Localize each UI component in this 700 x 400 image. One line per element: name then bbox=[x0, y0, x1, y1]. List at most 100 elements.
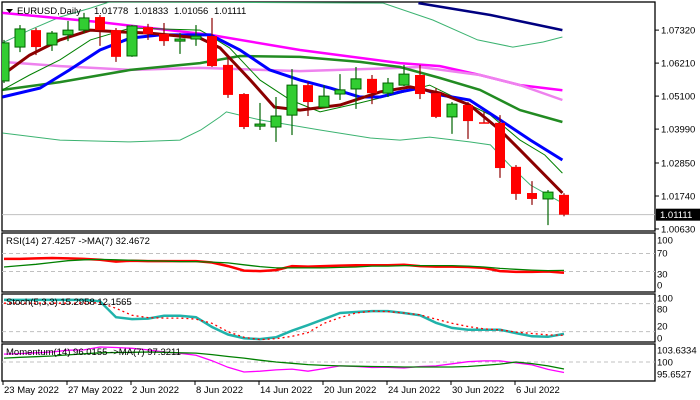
bearish-candle[interactable] bbox=[431, 88, 441, 119]
bullish-candle[interactable] bbox=[334, 74, 346, 100]
bearish-candle[interactable] bbox=[159, 22, 169, 46]
indicator-tick-label: 30 bbox=[657, 270, 668, 281]
open-value: 1.01778 bbox=[94, 6, 128, 17]
price-pane-frame bbox=[1, 1, 656, 232]
ma-navy-line bbox=[418, 2, 563, 32]
candle-body bbox=[334, 89, 346, 95]
candle-body bbox=[286, 84, 298, 116]
candle-body bbox=[318, 95, 330, 108]
candle-body bbox=[31, 30, 41, 48]
bullish-candle[interactable] bbox=[382, 77, 394, 97]
bearish-candle[interactable] bbox=[207, 17, 217, 67]
bearish-candle[interactable] bbox=[31, 28, 41, 56]
price-tick-label: 1.05100 bbox=[661, 92, 695, 103]
bullish-candle[interactable] bbox=[62, 20, 74, 42]
bullish-candle[interactable] bbox=[78, 12, 90, 34]
price-tick-label: 1.03990 bbox=[661, 125, 695, 136]
indicator-title: RSI(14) 27.4257 ->MA(7) 32.4672 bbox=[6, 236, 150, 247]
bullish-candle[interactable] bbox=[126, 25, 138, 57]
candle-body bbox=[270, 115, 282, 128]
candle-body bbox=[239, 94, 249, 128]
candle-body bbox=[415, 75, 425, 95]
bullish-candle[interactable] bbox=[14, 25, 26, 53]
ma-series-line bbox=[3, 351, 565, 370]
bullish-candle[interactable] bbox=[446, 102, 458, 134]
price-tick-label: 1.07320 bbox=[661, 26, 695, 37]
indicator-tick-label: 0 bbox=[657, 334, 662, 345]
candle-body bbox=[495, 122, 505, 169]
candle-body bbox=[190, 35, 202, 40]
candle-body bbox=[303, 85, 313, 103]
signal-series-line bbox=[4, 302, 565, 341]
candle-body bbox=[78, 17, 90, 31]
bearish-candle[interactable] bbox=[367, 75, 377, 105]
candle-body bbox=[46, 32, 58, 46]
bullish-candle[interactable] bbox=[542, 190, 554, 226]
bearish-candle[interactable] bbox=[559, 193, 569, 217]
bearish-candle[interactable] bbox=[495, 115, 505, 178]
momentum-series-line bbox=[3, 346, 565, 374]
bullish-candle[interactable] bbox=[0, 39, 10, 84]
symbol-label: EURUSD,Daily bbox=[17, 6, 81, 17]
bearish-candle[interactable] bbox=[527, 181, 537, 205]
bullish-candle[interactable] bbox=[398, 64, 410, 86]
bearish-candle[interactable] bbox=[239, 93, 249, 130]
bearish-candle[interactable] bbox=[143, 23, 153, 40]
bullish-candle[interactable] bbox=[270, 96, 282, 142]
date-tick-label: 30 Jun 2022 bbox=[452, 385, 504, 396]
bearish-candle[interactable] bbox=[511, 165, 521, 200]
bearish-candle[interactable] bbox=[95, 14, 105, 46]
indicator-tick-label: 100 bbox=[657, 236, 673, 247]
bullish-candle[interactable] bbox=[254, 102, 266, 130]
candle-body bbox=[223, 64, 233, 95]
candle-body bbox=[95, 17, 105, 31]
dropdown-triangle-icon[interactable] bbox=[6, 9, 13, 13]
bullish-candle[interactable] bbox=[46, 31, 58, 51]
candle-body bbox=[207, 36, 217, 67]
candle-body bbox=[446, 103, 458, 118]
indicator-tick-label: 100 bbox=[657, 358, 673, 369]
bullish-candle[interactable] bbox=[286, 69, 298, 136]
candle-body bbox=[398, 73, 410, 86]
price-tick-label: 1.01740 bbox=[661, 191, 695, 202]
bullish-candle[interactable] bbox=[174, 33, 186, 54]
candle-body bbox=[479, 122, 489, 124]
date-tick-label: 6 Jul 2022 bbox=[516, 385, 560, 396]
bollinger-upper-line bbox=[2, 2, 563, 48]
chart-header: EURUSD,Daily 1.01778 1.01833 1.01056 1.0… bbox=[6, 6, 246, 17]
bearish-candle[interactable] bbox=[479, 111, 489, 124]
indicator-tick-label: 100 bbox=[657, 294, 673, 305]
bullish-candle[interactable] bbox=[190, 25, 202, 46]
price-tick-label: 1.06210 bbox=[661, 59, 695, 70]
bearish-candle[interactable] bbox=[111, 28, 121, 62]
low-value: 1.01056 bbox=[174, 6, 208, 17]
candle-body bbox=[174, 38, 186, 42]
indicator-title: Momentum(14) 96.0155 ->MA(7) 97.3211 bbox=[6, 347, 181, 358]
bearish-candle[interactable] bbox=[415, 64, 425, 100]
ma-series-line bbox=[3, 258, 565, 272]
current-price-label: 1.01111 bbox=[660, 210, 692, 221]
candle-body bbox=[463, 105, 473, 122]
indicator-tick-label: 70 bbox=[657, 249, 668, 260]
bullish-candle[interactable] bbox=[350, 66, 362, 109]
bullish-candle[interactable] bbox=[318, 85, 330, 108]
ma-green-thick-line bbox=[2, 54, 563, 124]
candles bbox=[0, 12, 569, 226]
ma-blue-line bbox=[2, 33, 564, 162]
rsi-pane[interactable]: 100 70 300 RSI(14) 27.4257 ->MA(7) 32.4672 bbox=[1, 232, 673, 293]
candle-body bbox=[511, 166, 521, 194]
candle-body bbox=[111, 30, 121, 57]
date-tick-label: 27 May 2022 bbox=[68, 385, 123, 396]
indicator-tick-label: 95.6527 bbox=[657, 370, 691, 381]
candle-body bbox=[382, 82, 394, 94]
price-pane[interactable]: 1.07320 1.06210 1.05100 1.03990 1.02850 1.017… bbox=[0, 1, 700, 236]
current-price-box bbox=[656, 208, 700, 221]
date-tick-label: 20 Jun 2022 bbox=[324, 385, 376, 396]
bearish-candle[interactable] bbox=[223, 58, 233, 98]
bearish-candle[interactable] bbox=[303, 82, 313, 117]
bearish-candle[interactable] bbox=[463, 102, 473, 139]
candle-body bbox=[62, 29, 74, 36]
